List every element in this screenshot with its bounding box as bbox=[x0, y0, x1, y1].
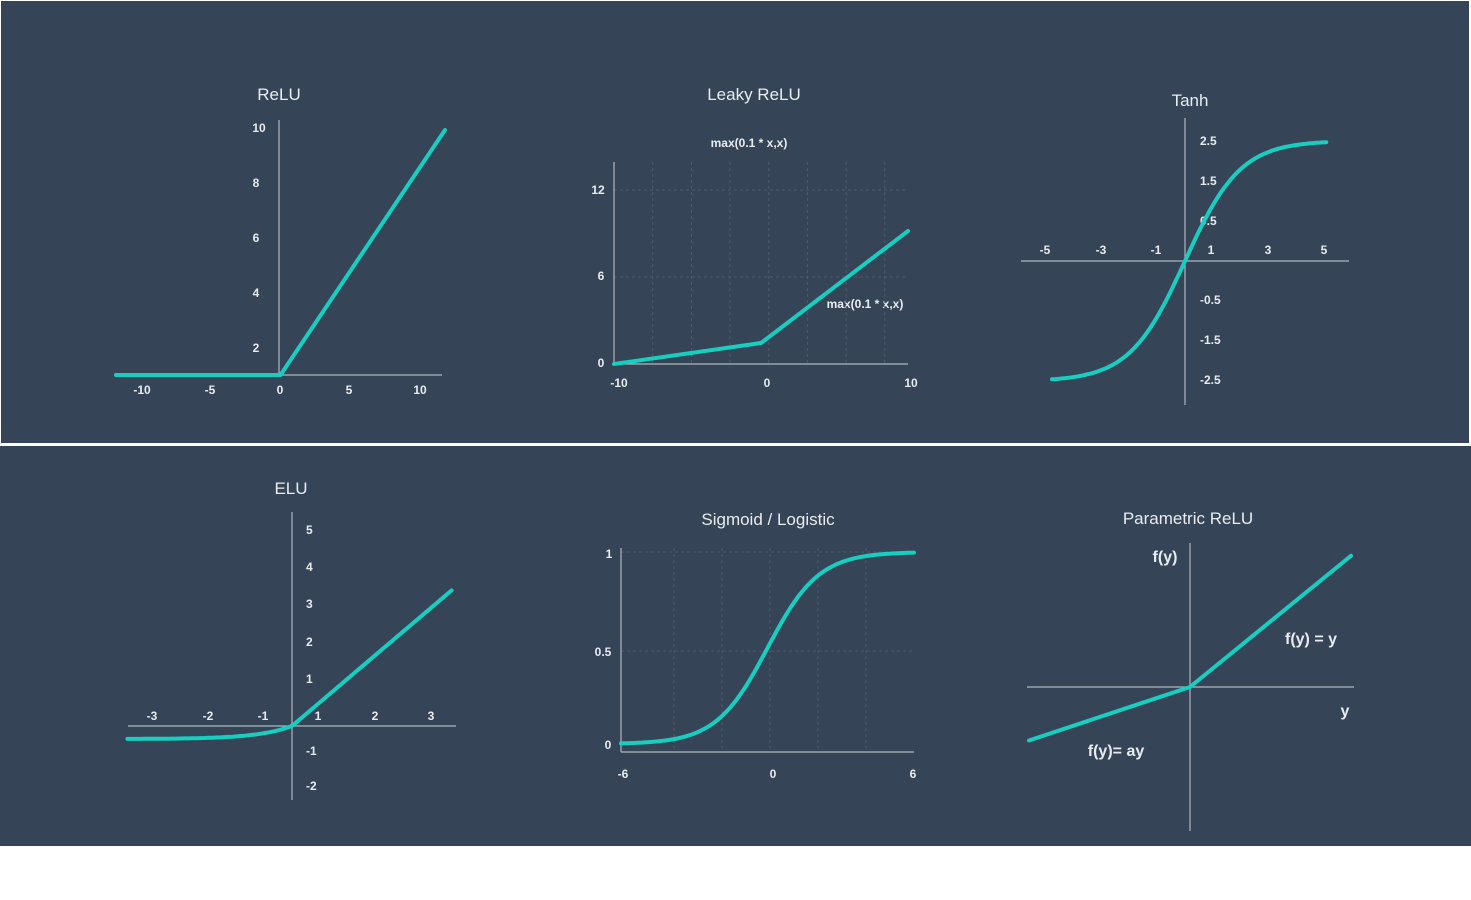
x-tick-label: 5 bbox=[1321, 243, 1328, 257]
x-tick-label: 0 bbox=[277, 383, 284, 397]
y-tick-label: 6 bbox=[598, 269, 605, 283]
x-tick-label: -3 bbox=[1096, 243, 1107, 257]
y-axis-label: f(y) bbox=[1153, 549, 1178, 566]
x-tick-label: 1 bbox=[315, 709, 322, 723]
chart-title: ReLU bbox=[257, 85, 300, 104]
chart-sigmoid: Sigmoid / Logistic -6 0 6 1 0.5 0 bbox=[595, 510, 917, 781]
y-tick-label: 12 bbox=[591, 183, 605, 197]
x-tick-label: 3 bbox=[428, 709, 435, 723]
x-tick-label: -10 bbox=[133, 383, 151, 397]
chart-leaky-relu: Leaky ReLU max(0.1 * x,x) max(0.1 * x,x)… bbox=[591, 85, 918, 390]
y-tick-label: 2 bbox=[253, 341, 260, 355]
chart-title: Parametric ReLU bbox=[1123, 509, 1253, 528]
top-panel-background bbox=[1, 1, 1469, 443]
y-tick-label: 6 bbox=[253, 231, 260, 245]
x-tick-label: 2 bbox=[372, 709, 379, 723]
chart-title: Sigmoid / Logistic bbox=[701, 510, 835, 529]
y-tick-label: 4 bbox=[253, 286, 260, 300]
elu-curve bbox=[125, 588, 454, 741]
y-tick-label: 2 bbox=[306, 635, 313, 649]
grid-lines bbox=[614, 162, 908, 364]
y-tick-label: -2.5 bbox=[1200, 373, 1221, 387]
x-tick-label: -1 bbox=[1151, 243, 1162, 257]
chart-title: Leaky ReLU bbox=[707, 85, 801, 104]
x-tick-label: 6 bbox=[910, 767, 917, 781]
chart-title: Tanh bbox=[1172, 91, 1209, 110]
x-tick-label: -10 bbox=[610, 376, 628, 390]
chart-parametric-relu: Parametric ReLU f(y) y f(y) = y f(y)= ay bbox=[1027, 509, 1354, 831]
chart-title: ELU bbox=[274, 479, 307, 498]
y-tick-label: 2.5 bbox=[1200, 134, 1217, 148]
y-tick-label: 10 bbox=[252, 121, 266, 135]
x-tick-label: 0 bbox=[764, 376, 771, 390]
parametric-relu-curve bbox=[1027, 553, 1353, 743]
annotation-negative: f(y)= ay bbox=[1088, 743, 1145, 760]
x-tick-label: -5 bbox=[1040, 243, 1051, 257]
annotation-right: max(0.1 * x,x) bbox=[827, 297, 904, 311]
y-tick-label: 0.5 bbox=[595, 645, 612, 659]
y-tick-label: 8 bbox=[253, 176, 260, 190]
x-tick-label: -6 bbox=[618, 767, 629, 781]
relu-curve bbox=[114, 128, 447, 377]
y-tick-label: 5 bbox=[306, 523, 313, 537]
chart-elu: ELU -3 -2 -1 1 2 3 5 4 3 2 1 -1 -2 bbox=[125, 479, 456, 800]
x-tick-label: 1 bbox=[1208, 243, 1215, 257]
x-axis-label: y bbox=[1341, 703, 1350, 720]
y-tick-label: 1 bbox=[306, 672, 313, 686]
y-tick-label: -2 bbox=[306, 779, 317, 793]
tanh-curve bbox=[1050, 140, 1329, 382]
y-tick-label: -1.5 bbox=[1200, 333, 1221, 347]
y-tick-label: 3 bbox=[306, 597, 313, 611]
y-tick-label: 0 bbox=[598, 356, 605, 370]
grid-lines bbox=[621, 548, 914, 752]
x-tick-label: 5 bbox=[346, 383, 353, 397]
x-tick-label: -1 bbox=[258, 709, 269, 723]
x-tick-label: 10 bbox=[413, 383, 427, 397]
chart-tanh: Tanh -5 -3 -1 1 3 5 2.5 1.5 0.5 -0.5 -1.… bbox=[1021, 91, 1349, 405]
x-tick-label: -3 bbox=[147, 709, 158, 723]
annotation-top: max(0.1 * x,x) bbox=[711, 136, 788, 150]
y-tick-label: 0 bbox=[605, 738, 612, 752]
chart-relu: ReLU -10 -5 0 5 10 2 4 6 8 10 bbox=[114, 85, 447, 397]
y-tick-label: 1.5 bbox=[1200, 174, 1217, 188]
x-tick-label: -2 bbox=[203, 709, 214, 723]
annotation-positive: f(y) = y bbox=[1285, 631, 1337, 648]
x-tick-label: 0 bbox=[770, 767, 777, 781]
y-tick-label: -1 bbox=[306, 744, 317, 758]
y-tick-label: 4 bbox=[306, 560, 313, 574]
x-tick-label: 3 bbox=[1265, 243, 1272, 257]
y-tick-label: -0.5 bbox=[1200, 293, 1221, 307]
sigmoid-curve bbox=[619, 550, 916, 746]
y-tick-label: 1 bbox=[606, 547, 613, 561]
leaky-relu-curve bbox=[612, 229, 910, 366]
x-tick-label: -5 bbox=[205, 383, 216, 397]
x-tick-label: 10 bbox=[904, 376, 918, 390]
bottom-panel-background bbox=[0, 446, 1471, 846]
